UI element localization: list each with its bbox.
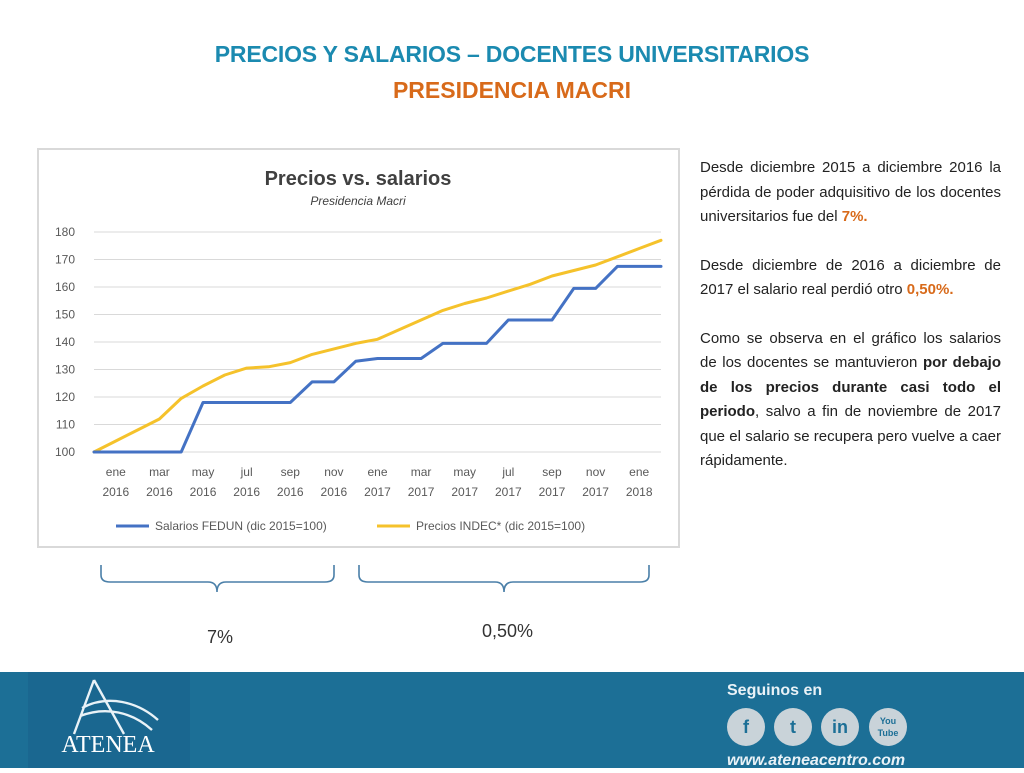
x-tick-label: 2016: [102, 485, 129, 499]
x-tick-label: 2017: [495, 485, 522, 499]
x-tick-label: jul: [501, 465, 514, 479]
x-tick-label: 2016: [277, 485, 304, 499]
series-line-1: [92, 238, 663, 454]
chart-title: Precios vs. salarios: [265, 168, 452, 190]
y-tick-label: 110: [56, 418, 75, 432]
x-tick-label: 2016: [233, 485, 260, 499]
x-tick-label: 2017: [408, 485, 435, 499]
paragraph-3-end: , salvo a fin de noviembre de 2017 que e…: [700, 403, 1001, 469]
x-tick-label: mar: [411, 465, 432, 479]
twitter-icon[interactable]: t: [774, 708, 812, 746]
chart-container: Precios vs. salarios Presidencia Macri 100…: [37, 148, 680, 548]
price-salary-chart: Precios vs. salarios Presidencia Macri 100…: [55, 168, 663, 533]
brace-2017: [358, 565, 650, 593]
footer-bar: ATENEA Seguinos en f t in You Tube www.a…: [0, 672, 1024, 769]
y-tick-label: 130: [55, 363, 75, 377]
x-tick-label: sep: [281, 465, 301, 479]
website-link[interactable]: www.ateneacentro.com: [727, 752, 906, 769]
legend-label-1: Precios INDEC* (dic 2015=100): [416, 519, 585, 533]
chart-subtitle: Presidencia Macri: [310, 194, 406, 208]
atenea-logo[interactable]: ATENEA: [28, 672, 190, 768]
x-tick-label: 2016: [146, 485, 173, 499]
x-tick-label: 2016: [190, 485, 217, 499]
y-tick-label: 160: [55, 280, 75, 294]
facebook-icon[interactable]: f: [727, 708, 765, 746]
atenea-logo-mark: ATENEA: [61, 679, 159, 758]
y-tick-label: 120: [55, 390, 75, 404]
brace-2016: [100, 565, 335, 593]
x-tick-label: 2016: [321, 485, 348, 499]
braces-overlay: [100, 565, 650, 593]
x-tick-label: ene: [106, 465, 126, 479]
logo-text: ATENEA: [61, 732, 155, 758]
paragraph-3-emphasis: por debajo de los precios durante casi t…: [700, 354, 1002, 420]
paragraph-2: Desde diciembre de 2016 a diciembre de 2…: [700, 254, 1001, 303]
x-tick-label: nov: [586, 465, 605, 479]
x-tick-label: 2017: [364, 485, 391, 499]
series-line-0: [92, 264, 663, 454]
x-tick-label: jul: [240, 465, 253, 479]
explanation-text: Desde diciembre 2015 a diciembre 2016 la…: [700, 156, 1001, 498]
linkedin-icon[interactable]: in: [821, 708, 859, 746]
paragraph-1-text: Desde diciembre 2015 a diciembre 2016 la…: [700, 159, 1001, 225]
y-tick-label: 170: [55, 253, 75, 267]
y-tick-label: 140: [55, 335, 75, 349]
brace-label-2016: 7%: [207, 627, 234, 647]
x-tick-label: 2017: [539, 485, 566, 499]
legend-label-0: Salarios FEDUN (dic 2015=100): [155, 519, 327, 533]
x-tick-label: sep: [542, 465, 562, 479]
paragraph-1: Desde diciembre 2015 a diciembre 2016 la…: [700, 156, 1001, 230]
paragraph-3: Como se observa en el gráfico los salari…: [700, 327, 1001, 474]
x-tick-label: 2017: [451, 485, 478, 499]
x-tick-label: may: [192, 465, 215, 479]
y-tick-label: 150: [55, 308, 75, 322]
x-tick-label: ene: [367, 465, 387, 479]
brace-label-2017: 0,50%: [482, 621, 534, 641]
x-tick-label: 2018: [626, 485, 653, 499]
loss-2016-value: 7%.: [841, 208, 868, 225]
y-tick-label: 100: [55, 445, 75, 459]
x-tick-label: 2017: [582, 485, 609, 499]
page-subtitle: PRESIDENCIA MACRI: [392, 77, 632, 103]
paragraph-3-text: Como se observa en el gráfico los salari…: [700, 329, 1001, 372]
follow-us-label: Seguinos en: [727, 682, 823, 699]
x-tick-label: mar: [149, 465, 170, 479]
x-tick-label: nov: [324, 465, 343, 479]
paragraph-2-text: Desde diciembre de 2016 a diciembre de 2…: [700, 256, 1001, 299]
x-tick-label: may: [453, 465, 476, 479]
y-tick-label: 180: [55, 225, 75, 239]
page-title: PRECIOS Y SALARIOS – DOCENTES UNIVERSITA…: [214, 41, 810, 67]
youtube-icon[interactable]: You Tube: [869, 708, 907, 746]
loss-2017-value: 0,50%.: [906, 281, 954, 298]
x-tick-label: ene: [629, 465, 649, 479]
